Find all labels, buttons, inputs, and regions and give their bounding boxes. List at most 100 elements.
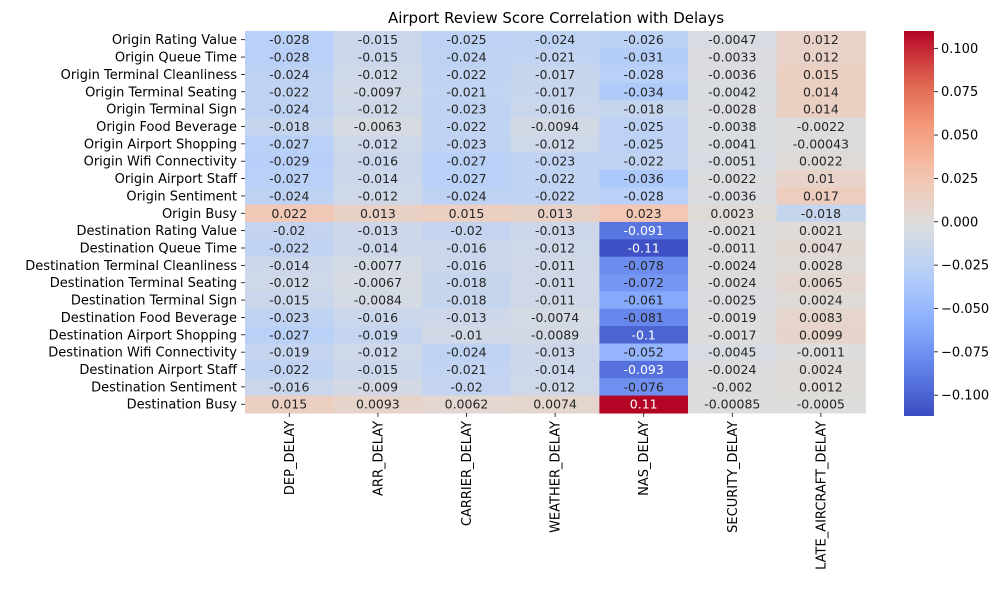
heatmap-cell [422, 395, 512, 414]
cell-value-label: -0.011 [535, 275, 575, 290]
heatmap-cell [599, 48, 689, 67]
cell-value-label: -0.022 [269, 84, 309, 99]
cell-value-label: -0.014 [269, 258, 309, 273]
cell-value-label: -0.022 [269, 362, 309, 377]
cell-value-label: -0.016 [358, 154, 398, 169]
column-labels: DEP_DELAY ARR_DELAY CARRIER_DELAY WEATHER_D… [283, 412, 829, 570]
heatmap-cell [510, 117, 600, 136]
cell-value-label: -0.023 [446, 102, 486, 117]
heatmap-cell [688, 395, 778, 414]
heatmap-cell [245, 100, 335, 119]
cell-value-label: -0.02 [450, 223, 482, 238]
heatmap-cell [776, 31, 866, 49]
cell-value-label: -0.012 [358, 136, 398, 151]
heatmap-cell [245, 83, 335, 102]
heatmap-cell [333, 152, 423, 171]
cell-value-label: -0.027 [269, 171, 309, 186]
row-label: Destination Food Beverage [61, 311, 237, 326]
heatmap-cell [599, 274, 689, 292]
heatmap-cell [599, 187, 689, 206]
heatmap-cell [510, 187, 600, 206]
heatmap-cell [422, 221, 512, 240]
row-label: Origin Rating Value [112, 33, 237, 48]
cell-value-label: -0.081 [624, 310, 664, 325]
cell-value-label: -0.0094 [531, 119, 579, 134]
heatmap-cell [776, 204, 866, 223]
column-label: ARR_DELAY [371, 421, 386, 496]
cell-value-label: -0.036 [624, 171, 664, 186]
heatmap-cell [688, 83, 778, 102]
heatmap-cell [422, 187, 512, 206]
cell-value-label: -0.022 [535, 171, 575, 186]
heatmap-cell [599, 135, 689, 154]
heatmap-cell [599, 221, 689, 240]
cell-value-label: 0.023 [626, 206, 662, 221]
cell-value-label: -0.026 [624, 32, 664, 47]
cell-value-label: 0.022 [271, 206, 307, 221]
cell-value-label: -0.013 [535, 345, 575, 360]
cell-value-label: 0.0099 [799, 327, 843, 342]
cell-value-label: -0.024 [269, 188, 309, 203]
column-label: CARRIER_DELAY [460, 421, 475, 526]
heatmap-cell [333, 187, 423, 206]
cell-value-label: -0.02 [450, 379, 482, 394]
colorbar-tick-label: −0.075 [941, 345, 989, 360]
row-label: Destination Busy [127, 398, 238, 413]
cell-value-label: -0.0011 [797, 345, 845, 360]
cell-value-label: -0.016 [358, 310, 398, 325]
chart-title: Airport Review Score Correlation with De… [388, 9, 724, 27]
cell-value-label: -0.0045 [708, 345, 756, 360]
cell-value-label: -0.019 [269, 345, 309, 360]
cell-value-label: -0.018 [624, 102, 664, 117]
heatmap-cell [245, 31, 335, 49]
colorbar-tick-label: 0.000 [941, 215, 978, 230]
cell-value-label: -0.025 [624, 136, 664, 151]
cell-value-label: -0.00085 [704, 397, 760, 412]
cell-value-label: -0.012 [358, 102, 398, 117]
heatmap-cell [599, 152, 689, 171]
heatmap-cell [688, 48, 778, 67]
heatmap-cell [245, 326, 335, 345]
heatmap-cell [245, 395, 335, 414]
cell-value-label: -0.0041 [708, 136, 756, 151]
cell-value-label: -0.024 [446, 50, 486, 65]
heatmap-cell [245, 65, 335, 84]
cell-value-label: 0.013 [537, 206, 573, 221]
heatmap-cell [422, 83, 512, 102]
cell-value-label: -0.012 [269, 275, 309, 290]
heatmap-cell [333, 221, 423, 240]
heatmap-cell [688, 360, 778, 379]
cell-value-label: -0.0024 [708, 275, 756, 290]
heatmap-cell [245, 135, 335, 154]
heatmap-cell [510, 360, 600, 379]
row-label: Destination Airport Staff [79, 363, 238, 378]
colorbar-tick-label: 0.075 [941, 85, 978, 100]
heatmap-cell [688, 187, 778, 206]
cell-value-label: -0.017 [535, 84, 575, 99]
heatmap-cell [510, 169, 600, 188]
heatmap-cell [776, 343, 866, 362]
heatmap-cell [776, 326, 866, 345]
heatmap-cell [688, 117, 778, 136]
cell-value-label: -0.012 [535, 136, 575, 151]
heatmap-cell [245, 48, 335, 67]
cell-value-label: -0.0036 [708, 188, 756, 203]
column-label: SECURITY_DELAY [726, 421, 741, 533]
cell-value-label: -0.022 [624, 154, 664, 169]
cell-value-label: -0.021 [535, 50, 575, 65]
colorbar-tick-label: 0.050 [941, 129, 978, 144]
cell-value-label: -0.013 [358, 223, 398, 238]
heatmap-cell [688, 291, 778, 310]
heatmap-cell [776, 135, 866, 154]
heatmap-cell [688, 343, 778, 362]
heatmap-cell [333, 31, 423, 49]
cell-value-label: -0.031 [624, 50, 664, 65]
heatmap-cell [510, 135, 600, 154]
heatmap-cell [245, 291, 335, 310]
cell-value-label: -0.015 [358, 32, 398, 47]
cell-value-label: -0.025 [446, 32, 486, 47]
heatmap-cell [422, 343, 512, 362]
heatmap-cell [599, 343, 689, 362]
heatmap-cell [245, 308, 335, 327]
heatmap-cell [599, 395, 689, 414]
